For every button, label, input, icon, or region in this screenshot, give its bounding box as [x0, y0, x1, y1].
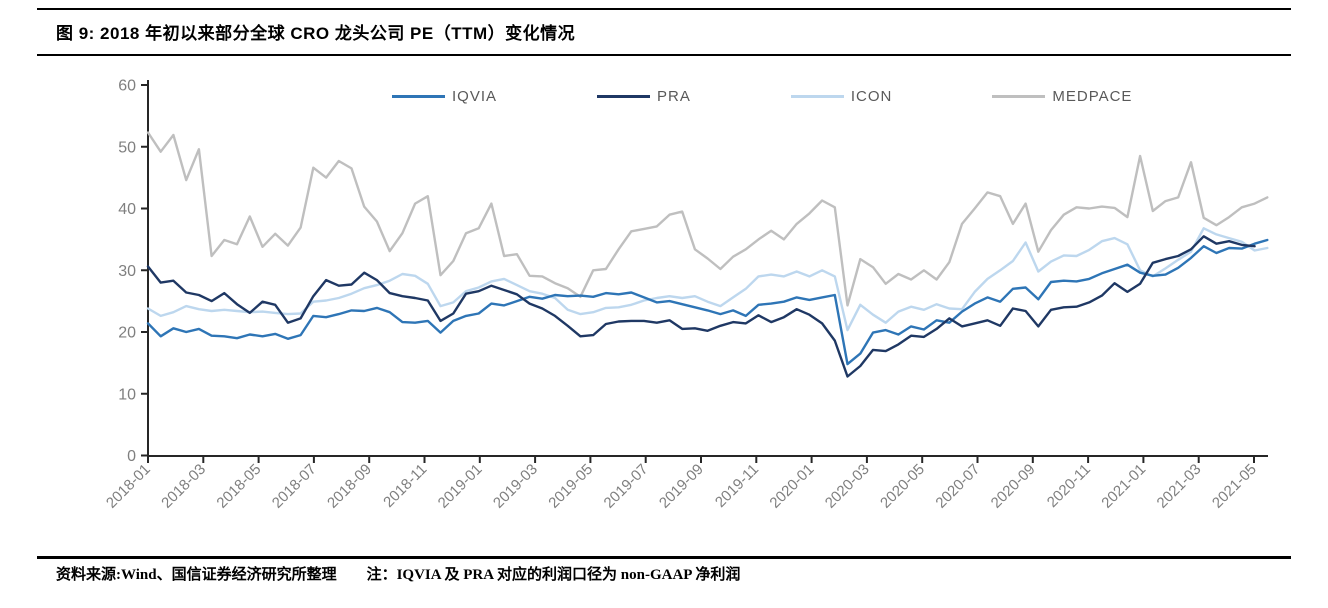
x-tick-label: 2021-05 [1209, 461, 1260, 512]
x-tick-label: 2019-07 [601, 461, 652, 512]
header-rule-top [37, 8, 1291, 10]
header-rule-bottom [37, 54, 1291, 56]
source-note: 资料来源:Wind、国信证券经济研究所整理 [56, 567, 337, 583]
y-tick-label: 0 [127, 448, 136, 465]
x-tick-label: 2020-07 [932, 461, 983, 512]
series-line-medpace [146, 131, 1269, 307]
y-tick-label: 40 [118, 201, 136, 218]
legend-swatch-pra [597, 95, 651, 98]
legend-item-icon: ICON [790, 88, 893, 105]
x-tick-label: 2019-09 [656, 461, 707, 512]
x-tick-label: 2019-05 [545, 461, 596, 512]
legend-item-pra: PRA [597, 88, 691, 105]
legend-label-icon: ICON [850, 88, 893, 105]
series-line-iqvia [146, 238, 1269, 366]
figure-footer: 资料来源:Wind、国信证券经济研究所整理 注：IQVIA 及 PRA 对应的利… [56, 563, 740, 584]
figure-title: 图 9: 2018 年初以来部分全球 CRO 龙头公司 PE（TTM）变化情况 [56, 24, 576, 43]
footer-rule [37, 556, 1291, 559]
y-tick-label: 30 [118, 263, 136, 280]
x-tick-label: 2019-01 [435, 461, 486, 512]
x-tick-label: 2020-09 [988, 461, 1039, 512]
x-tick-label: 2018-03 [158, 461, 209, 512]
x-tick-label: 2018-11 [380, 461, 430, 511]
y-tick-label: 60 [118, 78, 136, 95]
y-tick-label: 10 [118, 386, 136, 403]
x-tick-label: 2018-07 [269, 461, 320, 512]
x-tick-label: 2018-05 [213, 461, 264, 512]
x-tick-label: 2020-11 [1044, 461, 1094, 511]
legend-swatch-icon [790, 95, 844, 98]
y-tick-label: 20 [118, 325, 136, 342]
legend-item-medpace: MEDPACE [992, 88, 1132, 105]
y-tick-label: 50 [118, 139, 136, 156]
series-line-icon [146, 227, 1269, 332]
legend-label-medpace: MEDPACE [1052, 88, 1133, 105]
series-line-pra [146, 235, 1256, 378]
x-tick-label: 2019-11 [712, 461, 762, 511]
x-tick-label: 2020-01 [766, 461, 817, 512]
legend-swatch-medpace [992, 95, 1046, 98]
x-tick-label: 2018-01 [103, 461, 154, 512]
legend-label-pra: PRA [657, 88, 691, 105]
x-tick-label: 2021-01 [1098, 461, 1149, 512]
x-tick-label: 2021-03 [1154, 461, 1205, 512]
footnote: 注：IQVIA 及 PRA 对应的利润口径为 non-GAAP 净利润 [366, 567, 741, 583]
x-tick-label: 2020-05 [877, 461, 928, 512]
chart-legend: IQVIA PRA ICON MEDPACE [392, 88, 1132, 105]
x-tick-label: 2020-03 [822, 461, 873, 512]
x-tick-label: 2018-09 [324, 461, 375, 512]
legend-label-iqvia: IQVIA [452, 88, 498, 105]
legend-item-iqvia: IQVIA [392, 88, 497, 105]
legend-swatch-iqvia [392, 95, 445, 98]
x-tick-label: 2019-03 [490, 461, 541, 512]
